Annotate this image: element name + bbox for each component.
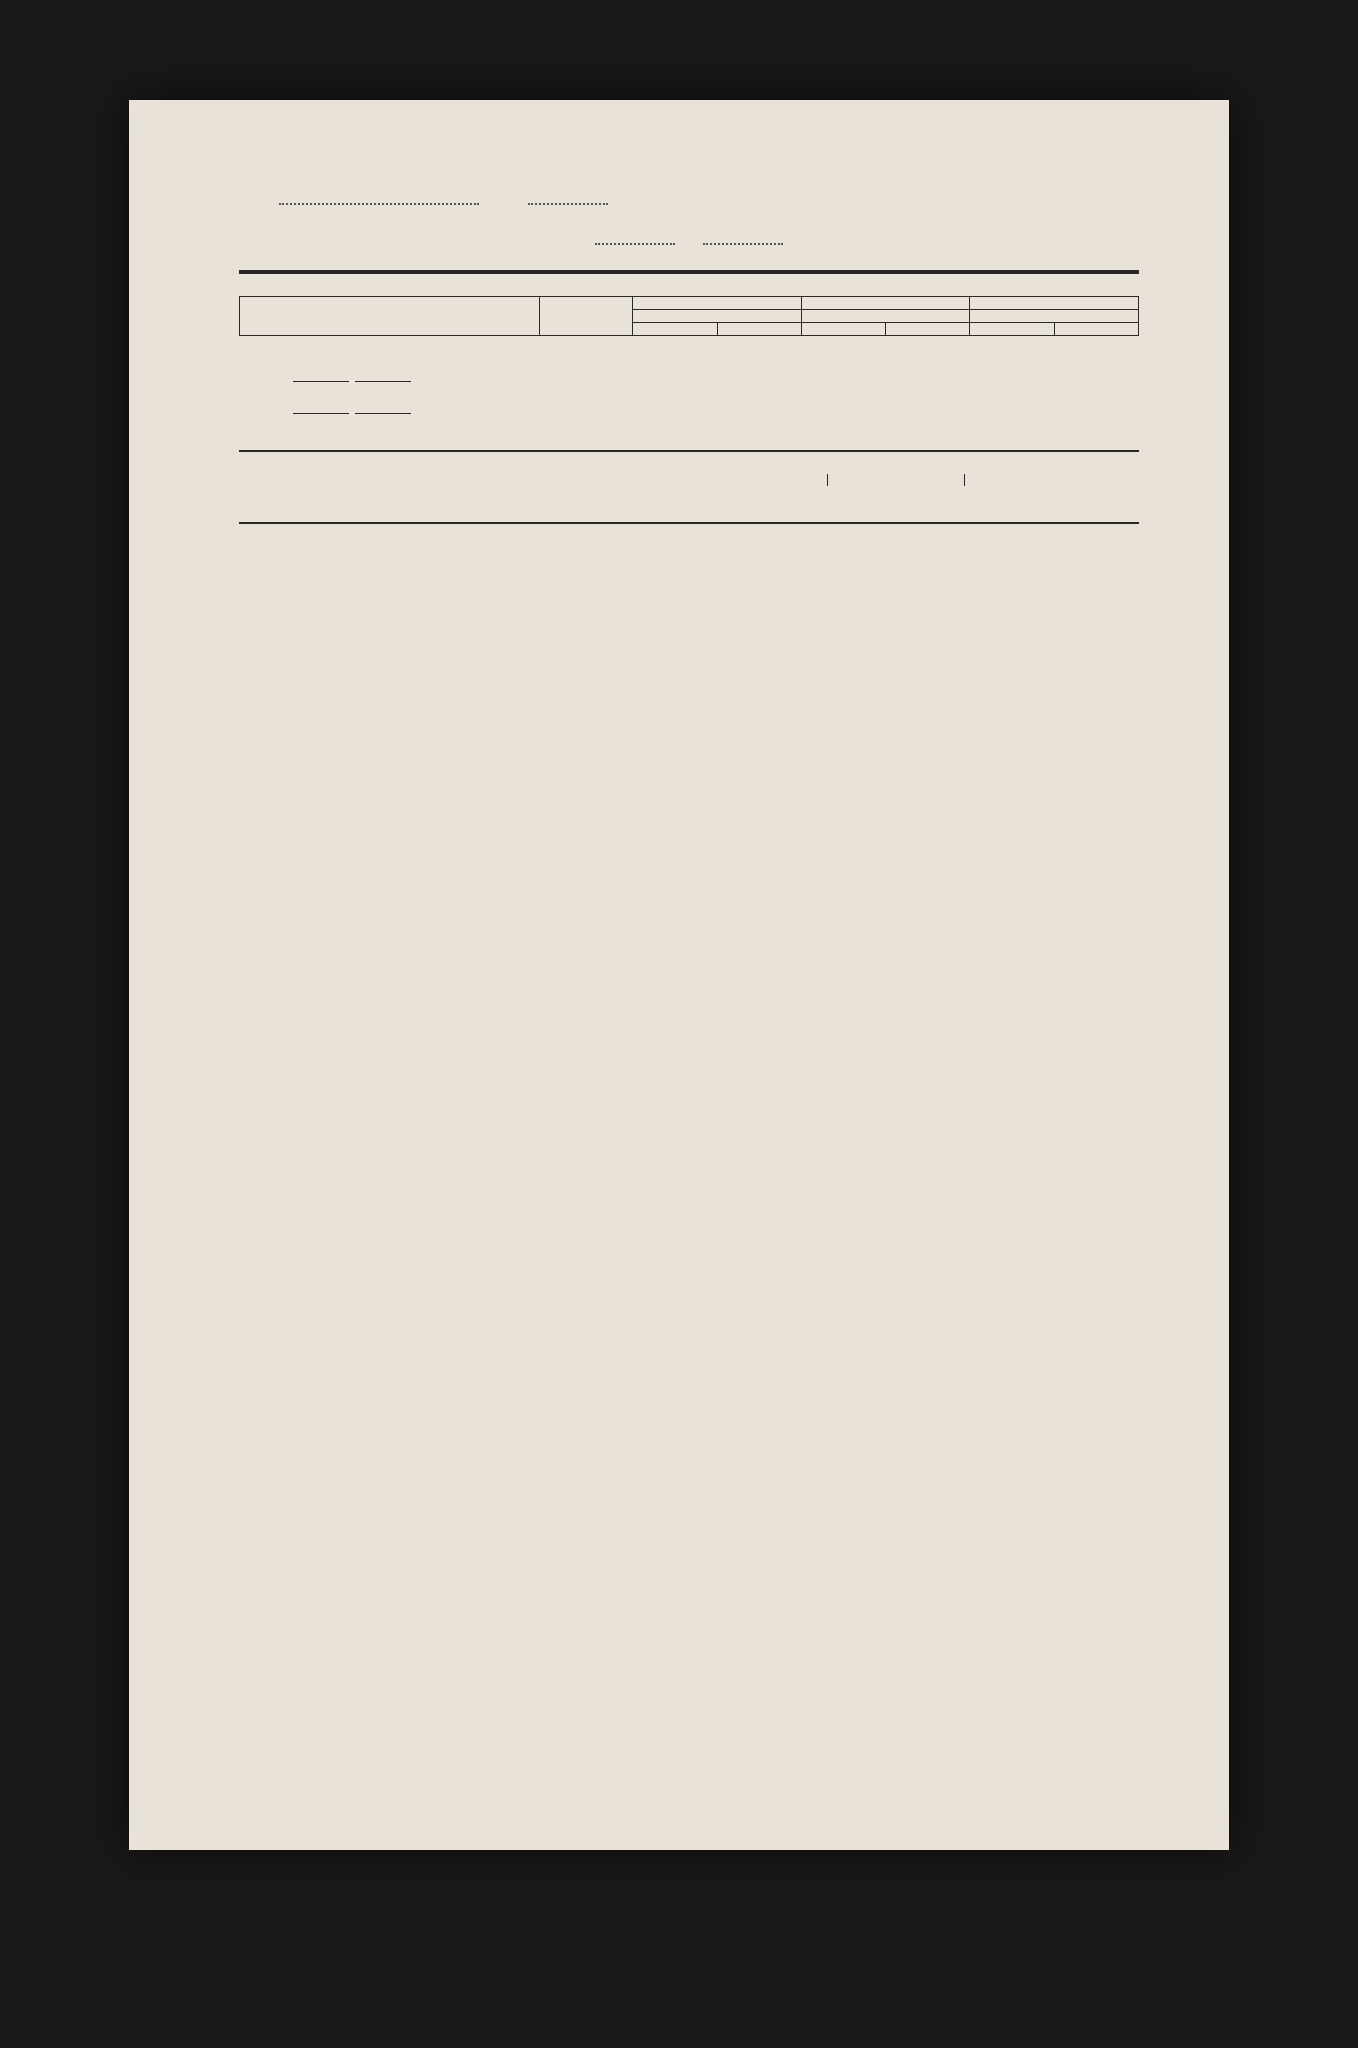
col-a-k bbox=[717, 323, 801, 336]
header-line-3 bbox=[239, 222, 1139, 252]
col-header-name bbox=[240, 297, 540, 336]
sum-resident-k bbox=[355, 413, 411, 414]
sum-present bbox=[293, 362, 1139, 388]
col-super-c bbox=[970, 297, 1139, 310]
sum-present-k bbox=[355, 381, 411, 382]
person-count-field bbox=[703, 243, 783, 245]
side-hdr-m bbox=[828, 474, 965, 486]
mid-rule bbox=[239, 450, 1139, 452]
divider-rule bbox=[239, 270, 1139, 274]
col-header-c bbox=[970, 310, 1139, 323]
col-header-b bbox=[801, 310, 970, 323]
kreds-no-field bbox=[595, 243, 675, 245]
sum-present-m bbox=[293, 381, 349, 382]
sum-resident-m bbox=[293, 413, 349, 414]
col-super-a bbox=[633, 297, 802, 310]
side-hdr-k bbox=[965, 474, 1102, 486]
col-super-b bbox=[801, 297, 970, 310]
col-header-num bbox=[539, 297, 633, 336]
col-c-k bbox=[1054, 323, 1138, 336]
col-header-a bbox=[633, 310, 802, 323]
household-table bbox=[239, 296, 1139, 336]
col-b-k bbox=[886, 323, 970, 336]
header-line-2 bbox=[239, 182, 1139, 212]
husliste-no-field bbox=[528, 203, 608, 205]
col-b-m bbox=[801, 323, 885, 336]
side-building-table bbox=[309, 474, 1101, 486]
herred-field bbox=[279, 203, 479, 205]
sum-resident bbox=[293, 394, 1139, 420]
bottom-rule bbox=[239, 522, 1139, 524]
census-form-page bbox=[129, 100, 1229, 1850]
col-c-m bbox=[970, 323, 1054, 336]
col-a-m bbox=[633, 323, 717, 336]
